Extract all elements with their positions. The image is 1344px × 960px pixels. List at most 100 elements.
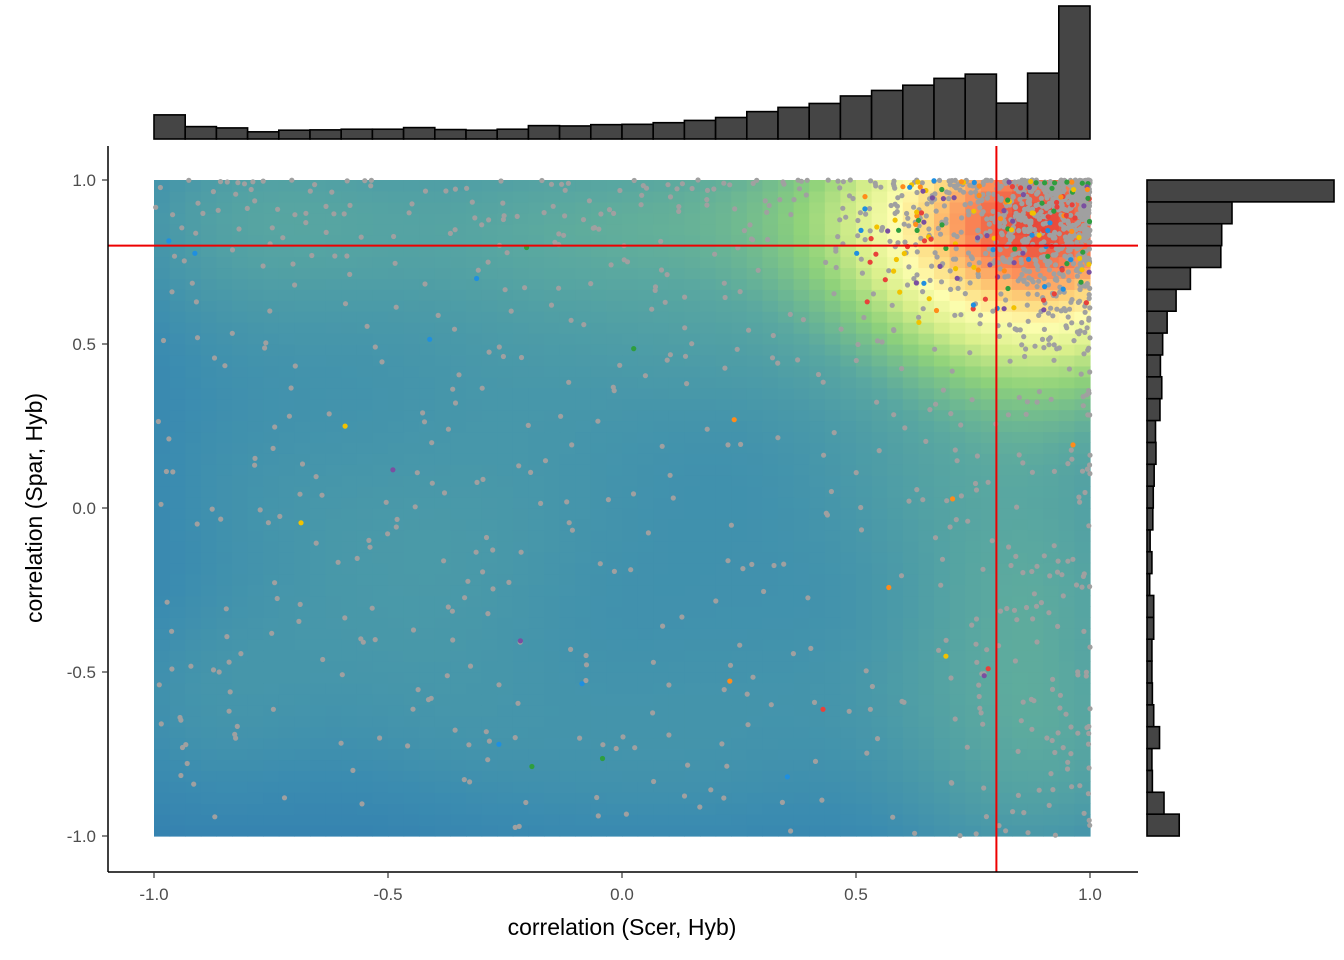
density-cell [403, 464, 420, 476]
density-cell [762, 726, 779, 739]
density-cell [497, 267, 514, 279]
scatter-point [164, 599, 170, 605]
scatter-point [1024, 399, 1030, 405]
density-cell [481, 639, 498, 651]
density-cell [668, 344, 685, 356]
scatter-point [1064, 325, 1070, 331]
density-cell [965, 639, 982, 651]
density-cell [840, 333, 857, 345]
scatter-point [874, 736, 881, 742]
density-cell [590, 508, 607, 520]
density-cell [575, 234, 592, 247]
scatter-point [326, 411, 332, 417]
density-cell [778, 278, 795, 290]
scatter-point [1001, 224, 1007, 230]
density-cell [965, 322, 982, 334]
density-cell [700, 245, 717, 258]
scatter-point [292, 363, 298, 369]
density-cell [263, 672, 280, 684]
density-cell [497, 573, 514, 586]
density-cell [622, 682, 639, 695]
density-cell [200, 256, 217, 269]
density-cell [528, 737, 545, 750]
scatter-point [486, 217, 492, 223]
density-cell [965, 223, 982, 236]
scatter-point [613, 745, 619, 752]
density-cell [169, 672, 186, 684]
density-cell [497, 344, 514, 356]
density-cell [185, 726, 202, 739]
scatter-point [1016, 216, 1022, 222]
density-cell [497, 584, 514, 597]
density-cell [1012, 672, 1029, 684]
density-cell [871, 814, 888, 826]
density-cell [263, 431, 280, 443]
scatter-point [320, 656, 326, 663]
density-cell [1043, 715, 1060, 728]
density-cell [902, 212, 919, 225]
density-cell [1043, 245, 1060, 258]
density-cell [154, 562, 171, 575]
scatter-point [1052, 262, 1059, 268]
density-cell [419, 508, 436, 520]
density-cell [200, 344, 217, 356]
scatter-point [435, 312, 441, 318]
scatter-point [666, 682, 672, 688]
density-cell [1058, 376, 1075, 389]
density-cell [731, 759, 748, 771]
scatter-point [947, 524, 953, 530]
density-cell [466, 464, 483, 476]
scatter-point [974, 659, 980, 665]
density-cell [278, 617, 295, 629]
density-cell [278, 475, 295, 487]
density-cell [653, 628, 670, 640]
density-cell [232, 376, 249, 389]
density-cell [200, 639, 217, 651]
density-cell [200, 354, 217, 367]
density-cell [372, 409, 389, 422]
density-cell [356, 682, 373, 695]
density-cell [622, 759, 639, 771]
density-cell [840, 420, 857, 433]
density-cell [1074, 409, 1091, 422]
density-cell [731, 595, 748, 607]
density-cell [512, 442, 529, 454]
density-cell [637, 365, 654, 378]
density-cell [778, 212, 795, 225]
density-cell [653, 464, 670, 476]
density-cell [902, 409, 919, 422]
density-cell [1043, 748, 1060, 761]
density-cell [653, 508, 670, 520]
density-cell [216, 180, 233, 192]
scatter-point [943, 220, 949, 226]
density-cell [450, 311, 467, 323]
density-cell [949, 781, 966, 793]
density-cell [263, 551, 280, 564]
density-cell [980, 672, 997, 684]
density-cell [356, 529, 373, 542]
density-cell [700, 180, 717, 192]
scatter-point [1086, 315, 1092, 321]
density-cell [700, 715, 717, 728]
density-cell [918, 562, 935, 575]
density-cell [871, 453, 888, 465]
scatter-point [606, 207, 613, 213]
density-cell [653, 398, 670, 411]
density-cell [793, 770, 810, 782]
density-cell [294, 387, 311, 400]
density-cell [310, 322, 327, 334]
density-cell [746, 180, 763, 192]
density-cell [965, 234, 982, 247]
density-cell [918, 354, 935, 367]
density-cell [871, 518, 888, 531]
density-cell [700, 190, 717, 203]
density-cell [325, 278, 342, 290]
density-cell [762, 431, 779, 443]
density-cell [684, 453, 701, 465]
density-cell [294, 212, 311, 225]
scatter-point [270, 706, 276, 712]
density-cell [278, 825, 295, 837]
density-cell [512, 300, 529, 312]
density-cell [466, 759, 483, 771]
density-cell [169, 464, 186, 476]
